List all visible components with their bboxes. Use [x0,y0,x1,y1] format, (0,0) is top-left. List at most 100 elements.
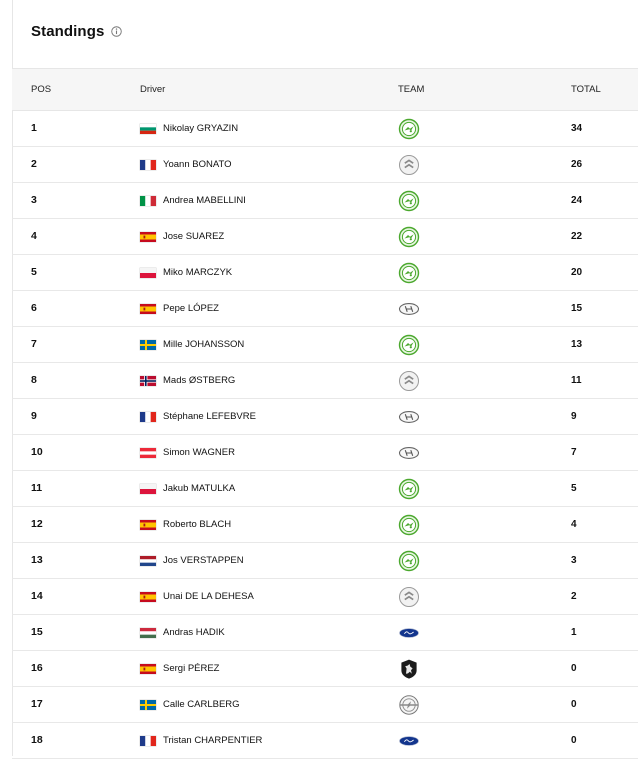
driver-name[interactable]: Unai DE LA DEHESA [163,591,254,602]
driver-name[interactable]: Tristan CHARPENTIER [163,735,263,746]
table-row[interactable]: 11 Jakub MATULKA 5 [12,471,638,507]
ford-logo-icon [399,736,419,746]
driver-name[interactable]: Roberto BLACH [163,519,232,530]
table-row[interactable]: 8 Mads ØSTBERG 11 [12,363,638,399]
total-points: 11 [571,375,582,386]
position-cell: 3 [31,194,37,206]
driver-name[interactable]: Sergi PÉREZ [163,663,220,674]
position-cell: 6 [31,302,37,314]
table-row[interactable]: 13 Jos VERSTAPPEN 3 [12,543,638,579]
table-row[interactable]: 3 Andrea MABELLINI 24 [12,183,638,219]
spain-flag-icon [140,304,156,314]
driver-name[interactable]: Jos VERSTAPPEN [163,555,244,566]
driver-name[interactable]: Stéphane LEFEBVRE [163,411,256,422]
position-cell: 2 [31,158,37,170]
table-row[interactable]: 6 Pepe LÓPEZ 15 [12,291,638,327]
peugeot-logo-icon [401,659,417,679]
driver-name[interactable]: Miko MARCZYK [163,267,233,278]
position-cell: 17 [31,698,43,710]
column-header-team[interactable]: TEAM [398,84,425,95]
position-cell: 18 [31,734,43,746]
table-row[interactable]: 12 Roberto BLACH 4 [12,507,638,543]
table-row[interactable]: 10 Simon WAGNER 7 [12,435,638,471]
table-header: POS Driver TEAM TOTAL [12,68,638,111]
total-points: 3 [571,555,577,566]
citroen-logo-icon [399,371,419,391]
france-flag-icon [140,160,156,170]
hyundai-logo-icon [398,411,420,423]
spain-flag-icon [140,592,156,602]
sweden-flag-icon [140,700,156,710]
skoda-logo-icon [398,550,420,572]
position-cell: 15 [31,626,43,638]
table-row[interactable]: 18 Tristan CHARPENTIER 0 [12,723,638,759]
netherlands-flag-icon [140,556,156,566]
table-row[interactable]: 5 Miko MARCZYK 20 [12,255,638,291]
skoda-logo-icon [398,118,420,140]
hungary-flag-icon [140,628,156,638]
italy-flag-icon [140,196,156,206]
skoda-logo-icon [398,262,420,284]
total-points: 0 [571,663,577,674]
table-row[interactable]: 7 Mille JOHANSSON 13 [12,327,638,363]
position-cell: 9 [31,410,37,422]
driver-name[interactable]: Mille JOHANSSON [163,339,245,350]
driver-name[interactable]: Jose SUAREZ [163,231,225,242]
driver-name[interactable]: Calle CARLBERG [163,699,240,710]
driver-name[interactable]: Mads ØSTBERG [163,375,236,386]
position-cell: 12 [31,518,43,530]
total-points: 2 [571,591,577,602]
total-points: 1 [571,627,577,638]
position-cell: 5 [31,266,37,278]
skoda-logo-icon [398,334,420,356]
standings-table: POS Driver TEAM TOTAL 1 Nikolay GRYAZIN 34… [12,68,638,759]
sweden-flag-icon [140,340,156,350]
driver-name[interactable]: Jakub MATULKA [163,483,236,494]
column-header-total[interactable]: TOTAL [571,84,601,95]
standings-header: Standings [31,20,123,42]
total-points: 34 [571,123,583,134]
column-header-pos[interactable]: POS [31,84,52,95]
opel-logo-icon [399,695,419,715]
total-points: 7 [571,447,577,458]
skoda-logo-icon [398,190,420,212]
table-row[interactable]: 9 Stéphane LEFEBVRE 9 [12,399,638,435]
total-points: 0 [571,735,577,746]
position-cell: 11 [31,482,43,494]
table-row[interactable]: 14 Unai DE LA DEHESA 2 [12,579,638,615]
citroen-logo-icon [399,155,419,175]
driver-name[interactable]: Nikolay GRYAZIN [163,123,239,134]
driver-name[interactable]: Yoann BONATO [163,159,232,170]
driver-name[interactable]: Pepe LÓPEZ [163,303,219,314]
table-row[interactable]: 15 Andras HADIK 1 [12,615,638,651]
position-cell: 13 [31,554,43,566]
table-row[interactable]: 16 Sergi PÉREZ 0 [12,651,638,687]
driver-name[interactable]: Andrea MABELLINI [163,195,246,206]
hyundai-logo-icon [398,447,420,459]
position-cell: 16 [31,662,43,674]
hyundai-logo-icon [398,303,420,315]
page-title: Standings [31,22,105,40]
skoda-logo-icon [398,226,420,248]
driver-name[interactable]: Simon WAGNER [163,447,235,458]
table-row[interactable]: 4 Jose SUAREZ 22 [12,219,638,255]
total-points: 15 [571,303,583,314]
info-icon[interactable] [111,25,123,37]
table-row[interactable]: 2 Yoann BONATO 26 [12,147,638,183]
divider [12,0,13,756]
position-cell: 8 [31,374,37,386]
table-row[interactable]: 17 Calle CARLBERG 0 [12,687,638,723]
position-cell: 14 [31,590,43,602]
skoda-logo-icon [398,514,420,536]
column-header-driver[interactable]: Driver [140,84,166,95]
driver-name[interactable]: Andras HADIK [163,627,225,638]
table-row[interactable]: 1 Nikolay GRYAZIN 34 [12,111,638,147]
spain-flag-icon [140,520,156,530]
total-points: 20 [571,267,583,278]
poland-flag-icon [140,268,156,278]
total-points: 26 [571,159,583,170]
total-points: 24 [571,195,583,206]
bulgaria-flag-icon [140,124,156,134]
spain-flag-icon [140,664,156,674]
position-cell: 7 [31,338,37,350]
